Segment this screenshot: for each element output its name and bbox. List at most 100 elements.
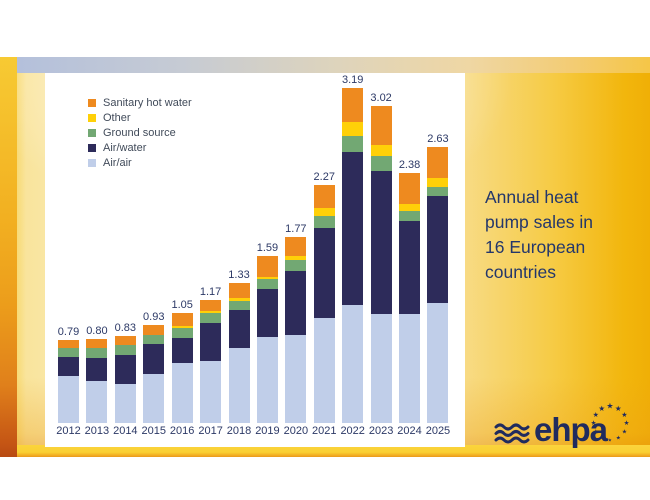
- legend-label: Sanitary hot water: [103, 96, 192, 109]
- bar-value-label: 1.05: [171, 298, 193, 311]
- bar-segment: [427, 186, 449, 197]
- bar-segment: [228, 283, 250, 298]
- bar-segment: [342, 136, 364, 153]
- bar-segment: [86, 339, 108, 349]
- x-axis-year-label: 2022: [340, 425, 365, 437]
- bar-value-label: 1.77: [285, 223, 307, 236]
- bar-2024: [399, 173, 421, 423]
- bar-segment: [58, 376, 79, 423]
- chart-panel: Sanitary hot water Other Ground source Air/…: [45, 73, 465, 447]
- logo-text: ehpa: [534, 411, 609, 448]
- bar-segment: [114, 345, 136, 355]
- x-axis-year-label: 2019: [255, 425, 280, 437]
- legend-swatch: [88, 98, 96, 107]
- bar-segment: [256, 288, 278, 337]
- legend-swatch: [88, 158, 96, 167]
- bar-segment: [285, 237, 307, 256]
- bar-segment: [171, 328, 193, 338]
- bar-segment: [342, 88, 364, 122]
- bar-segment: [427, 146, 449, 179]
- bar-segment: [86, 381, 108, 423]
- x-axis-year-label: 2012: [56, 425, 81, 437]
- bar-segment: [143, 373, 165, 423]
- bar-segment: [427, 178, 449, 187]
- bar-segment: [228, 297, 250, 301]
- legend-label: Ground source: [103, 126, 176, 139]
- bar-value-label: 3.19: [341, 74, 364, 87]
- bar-2013: [86, 339, 108, 423]
- bar-segment: [342, 121, 364, 137]
- bar-segment: [399, 203, 421, 211]
- bar-segment: [370, 171, 392, 314]
- bar-segment: [171, 363, 193, 423]
- x-axis-year-label: 2024: [397, 425, 422, 437]
- bar-2015: [143, 325, 165, 423]
- legend-item: Ground source: [88, 125, 192, 140]
- bar-value-label: 1.59: [256, 242, 279, 255]
- bar-segment: [285, 334, 307, 423]
- bar-segment: [143, 344, 165, 374]
- bar-segment: [58, 356, 79, 377]
- bar-segment: [285, 270, 307, 335]
- legend-label: Air/water: [103, 141, 147, 154]
- bar-segment: [256, 256, 278, 278]
- slide-title-line: pump sales in: [485, 212, 593, 232]
- bar-segment: [200, 361, 222, 423]
- bar-value-label: 0.93: [143, 311, 165, 324]
- bar-segment: [86, 357, 108, 381]
- bar-segment: [285, 255, 307, 261]
- bar-value-label: 2.63: [427, 132, 449, 145]
- slide-title-line: Annual heat: [485, 187, 579, 207]
- bar-value-label: 3.02: [370, 91, 392, 104]
- bar-value-label: 0.83: [114, 321, 137, 334]
- star-icon: ★: [598, 404, 605, 413]
- bar-segment: [200, 313, 222, 324]
- chart-legend: Sanitary hot water Other Ground source Air/…: [88, 95, 192, 170]
- star-icon: ★: [616, 435, 621, 441]
- bar-segment: [86, 348, 108, 358]
- star-icon: ★: [599, 435, 604, 441]
- bar-2012: [58, 340, 79, 423]
- bar-segment: [399, 173, 421, 204]
- bottom-gradient-band: [0, 445, 650, 457]
- bar-2021: [313, 184, 335, 423]
- x-axis-year-label: 2017: [198, 425, 223, 437]
- bar-segment: [370, 156, 392, 172]
- legend-item: Sanitary hot water: [88, 95, 192, 110]
- legend-swatch: [88, 143, 96, 152]
- star-icon: ★: [606, 402, 613, 411]
- legend-label: Other: [103, 111, 131, 124]
- star-icon: ★: [591, 420, 597, 427]
- bar-value-label: 2.38: [398, 159, 421, 172]
- star-icon: ★: [593, 428, 598, 435]
- left-gradient-strip: [0, 57, 17, 457]
- bar-value-label: 0.80: [86, 325, 108, 337]
- x-axis-year-label: 2015: [141, 425, 166, 437]
- star-icon: ★: [608, 438, 613, 443]
- slide-title-line: countries: [485, 262, 557, 282]
- star-icon: ★: [621, 411, 627, 419]
- star-icon: ★: [624, 420, 630, 427]
- legend-item: Air/air: [88, 155, 192, 170]
- bar-segment: [171, 337, 193, 364]
- bar-segment: [58, 340, 79, 348]
- slide-background: Sanitary hot water Other Ground source Air/…: [0, 57, 650, 457]
- star-icon: ★: [615, 404, 622, 413]
- star-icon: ★: [622, 428, 627, 435]
- slide-title: Annual heat pump sales in 16 European count…: [485, 185, 593, 285]
- bar-segment: [143, 325, 165, 335]
- x-axis-year-label: 2014: [113, 425, 138, 437]
- bar-2022: [342, 88, 364, 423]
- bar-segment: [427, 303, 449, 423]
- bar-2020: [285, 237, 307, 423]
- bar-segment: [171, 325, 193, 328]
- legend-item: Other: [88, 110, 192, 125]
- bar-segment: [399, 220, 421, 314]
- bar-value-label: 1.17: [199, 286, 222, 299]
- bar-2025: [427, 146, 449, 423]
- bar-segment: [228, 310, 250, 348]
- bar-segment: [313, 216, 335, 228]
- bar-segment: [427, 196, 449, 304]
- slide-title-line: 16 European: [485, 237, 586, 257]
- eu-stars-icon: ★ ★★★★★★★★★★★: [591, 402, 630, 443]
